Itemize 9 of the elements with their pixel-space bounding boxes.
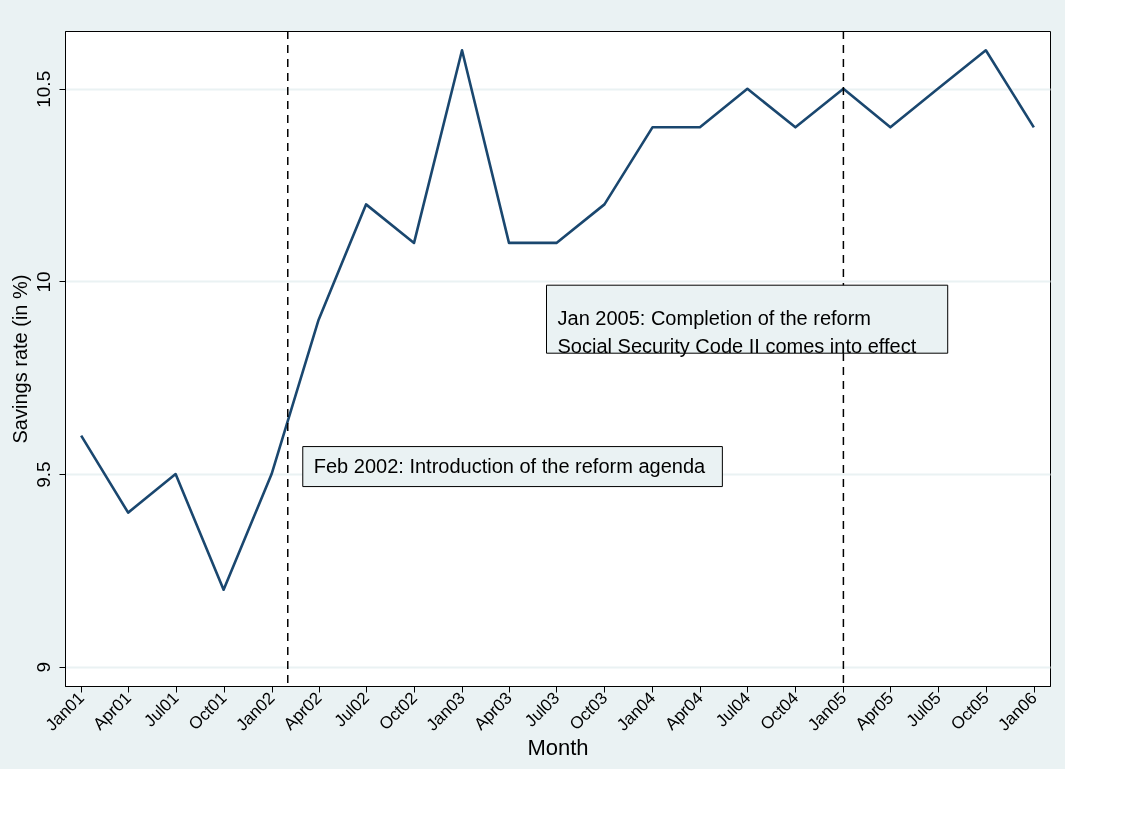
x-axis-title: Month — [527, 734, 589, 760]
y-tick-label: 9.5 — [32, 461, 54, 488]
y-axis-title: Savings rate (in %) — [8, 274, 31, 444]
annotation: Jan 2005: Completion of the reform Social Security Code II comes into effect — [557, 307, 917, 358]
annotation: Feb 2002: Introduction of the reform agenda — [313, 454, 707, 477]
y-tick-label: 10 — [32, 271, 54, 293]
y-tick-label: 10.5 — [32, 70, 54, 108]
y-tick-label: 9 — [32, 661, 54, 673]
line-series — [79, 48, 1036, 591]
